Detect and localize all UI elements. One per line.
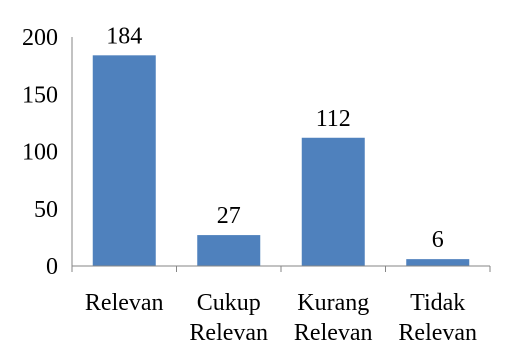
bar: [197, 235, 261, 266]
x-tick-label: Cukup Relevan: [189, 290, 268, 346]
x-tick-label-line: Relevan: [85, 290, 164, 316]
x-tick-label-line: Relevan: [294, 320, 373, 346]
y-tick-label: 200: [22, 25, 58, 51]
x-tick-label-line: Tidak: [410, 290, 465, 316]
x-tick-label: Tidak Relevan: [398, 290, 477, 346]
x-tick-label-line: Cukup: [197, 290, 261, 316]
x-axis: Relevan Cukup Relevan Kurang Relevan Tidak Rel…: [71, 265, 491, 346]
data-label: 184: [106, 23, 142, 49]
x-tick-label: Kurang Relevan: [294, 290, 373, 346]
y-axis: 0 50 100 150 200: [22, 25, 73, 280]
y-tick-label: 150: [22, 82, 58, 108]
bar: [301, 137, 365, 266]
data-label: 27: [217, 203, 241, 229]
y-tick-label: 0: [46, 254, 58, 280]
bar: [406, 259, 470, 266]
x-tick-label: Relevan: [85, 290, 164, 316]
data-labels: 184 27 112 6: [106, 23, 444, 253]
bar: [92, 55, 156, 266]
x-tick-label-line: Relevan: [189, 320, 268, 346]
bars: [92, 55, 470, 266]
x-tick-label-line: Relevan: [398, 320, 477, 346]
data-label: 6: [432, 227, 444, 253]
y-tick-label: 100: [22, 140, 58, 166]
data-label: 112: [316, 106, 351, 132]
x-tick-label-line: Kurang: [297, 290, 369, 316]
y-tick-label: 50: [34, 197, 58, 223]
